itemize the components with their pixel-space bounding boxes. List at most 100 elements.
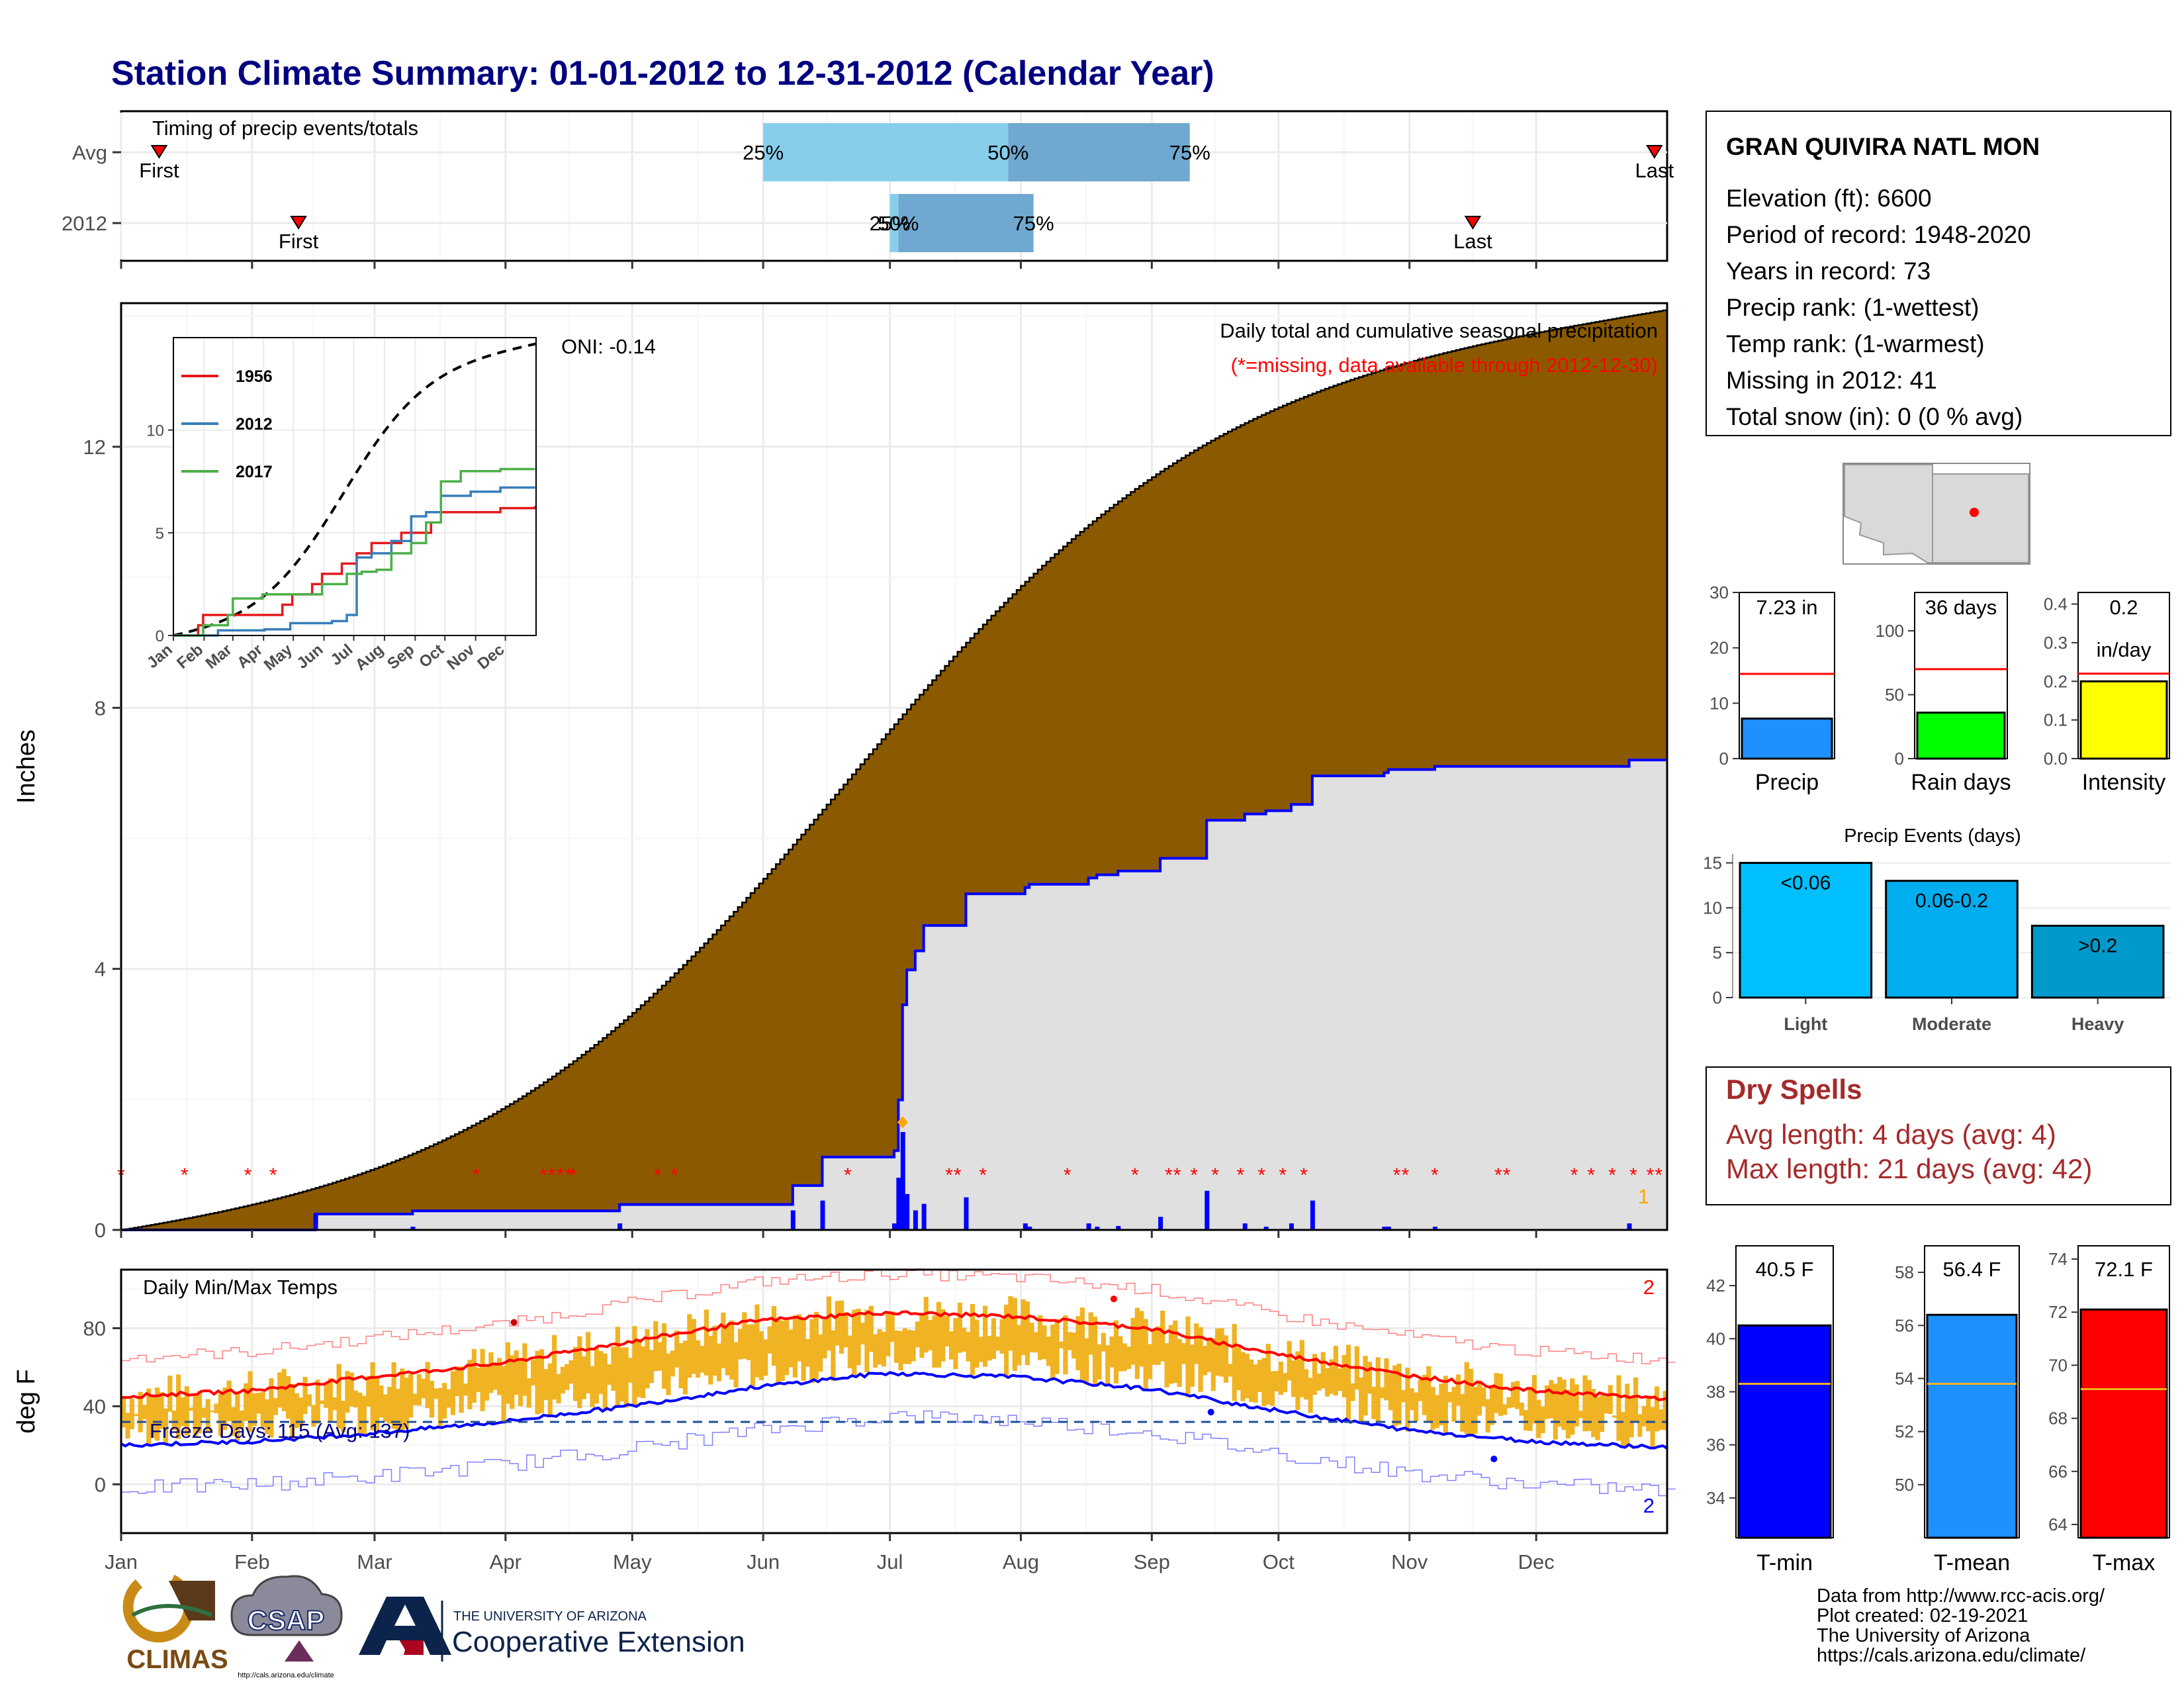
daily-temp-bar [269,1378,274,1438]
temp-summary-ytick-label: 72 [2048,1302,2068,1322]
daily-temp-bar [488,1352,494,1393]
missing-day-marker: * [1570,1164,1578,1186]
month-label: Sep [1134,1550,1170,1573]
summary-ytick-label: 100 [1876,621,1904,641]
daily-temp-bar [569,1360,574,1384]
temp-summary-ytick-label: 70 [2048,1355,2068,1375]
daily-temp-bar [1126,1346,1132,1370]
daily-temp-bar [260,1391,265,1428]
temp-summary-ytick-label: 40 [1706,1329,1725,1348]
month-label: Apr [490,1550,522,1573]
daily-temp-bar [518,1360,523,1407]
daily-temp-bar [328,1378,333,1422]
daily-temp-bar [556,1374,561,1404]
daily-temp-bar [873,1334,878,1368]
summary-bar-label: Precip [1755,770,1819,795]
events-bar [2030,925,2165,999]
missing-day-marker: * [1393,1164,1401,1186]
daily-temp-bar [1409,1388,1414,1411]
daily-temp-bar [150,1395,156,1438]
missing-day-marker: * [1655,1164,1662,1186]
daily-temp-bar [1109,1336,1115,1368]
daily-precip-bar [892,1223,897,1230]
precip-panel: * * * * * * * * ** * * * * * * * * * * * * * * * * * * * * * * * * * * * 04… [13,302,1668,1242]
daily-temp-bar [332,1397,338,1411]
daily-temp-bar [966,1332,971,1362]
daily-temp-bar [754,1304,760,1378]
daily-temp-bar [1489,1385,1495,1425]
daily-temp-bar [712,1325,717,1376]
missing-day-marker: * [472,1164,480,1186]
month-label: Aug [1003,1550,1039,1573]
precip-ytick-label: 8 [95,696,106,720]
daily-temp-bar [805,1338,811,1367]
events-ytick-label: 5 [1713,943,1722,962]
summary-value-label: 0.2 [2109,596,2138,619]
daily-temp-bar [273,1397,278,1415]
daily-temp-bar [1012,1297,1017,1371]
daily-temp-bar [1342,1354,1347,1397]
temp-summary-ytick-label: 38 [1706,1382,1725,1402]
missing-day-marker: * [979,1164,987,1186]
record-high-line [121,1268,1676,1364]
daily-temp-bar [142,1405,148,1419]
daily-precip-bar [1205,1190,1210,1230]
daily-precip-bar [1386,1227,1391,1230]
daily-temp-bar [983,1305,988,1367]
daily-temp-bar [129,1398,134,1430]
daily-temp-bar [1299,1340,1304,1397]
summary-ytick-label: 20 [1709,638,1729,658]
temp-summary-label: T-max [2093,1550,2155,1575]
daily-temp-bar [1189,1344,1195,1387]
daily-temp-bar [543,1369,549,1401]
daily-temp-bar [146,1388,152,1444]
daily-temp-bar [387,1386,392,1424]
daily-temp-bar [801,1318,806,1382]
daily-temp-bar [632,1326,637,1407]
dry-spells-box: Dry Spells Avg length: 4 days (avg: 4) M… [1706,1066,2171,1205]
daily-temp-bar [416,1374,422,1406]
daily-temp-bar [835,1301,840,1346]
summary-bar [2079,680,2168,760]
daily-temp-bar [886,1313,891,1356]
daily-precip-bar [410,1227,416,1230]
daily-temp-bar [404,1378,409,1429]
daily-temp-bar [1244,1353,1250,1399]
daily-temp-bar [1316,1374,1322,1391]
daily-temp-bar [1219,1328,1224,1377]
daily-temp-bar [1498,1374,1503,1416]
daily-temp-bar [758,1331,764,1380]
inset-legend-label: 2017 [236,463,273,481]
daily-temp-bar [881,1331,887,1367]
daily-precip-bar [820,1200,825,1230]
daily-temp-bar [813,1311,819,1380]
daily-temp-bar [315,1380,320,1424]
daily-temp-bar [1181,1342,1187,1364]
missing-day-marker: * [548,1164,556,1186]
daily-temp-bar [581,1356,586,1399]
summary-ytick-label: 0 [1719,749,1729,769]
daily-temp-bar [324,1384,329,1408]
daily-temp-bar [649,1350,654,1383]
freeze-days: Freeze Days: 115 (Avg: 137) [150,1419,410,1442]
missing-day-marker: * [1494,1164,1502,1186]
daily-temp-bar [1371,1386,1377,1419]
events-category-label: Moderate [1912,1014,1991,1034]
daily-temp-bar [606,1364,612,1385]
inset-frame [173,337,537,636]
daily-temp-bar [395,1388,401,1434]
temp-title: Daily Min/Max Temps [143,1276,338,1299]
daily-temp-bar [619,1347,625,1402]
timing-p75-label: 75% [1013,212,1054,235]
daily-temp-bar [459,1366,464,1413]
daily-temp-bar [1641,1406,1647,1427]
daily-temp-bar [1384,1358,1389,1401]
daily-temp-bar [552,1335,557,1400]
temp-summary-value-label: 72.1 F [2095,1258,2153,1281]
daily-temp-bar [999,1319,1005,1354]
daily-temp-bar [691,1319,696,1374]
daily-temp-bar [750,1324,756,1387]
daily-temp-bar [214,1403,219,1414]
daily-precip-bar [790,1210,796,1230]
daily-temp-bar [1616,1375,1621,1441]
